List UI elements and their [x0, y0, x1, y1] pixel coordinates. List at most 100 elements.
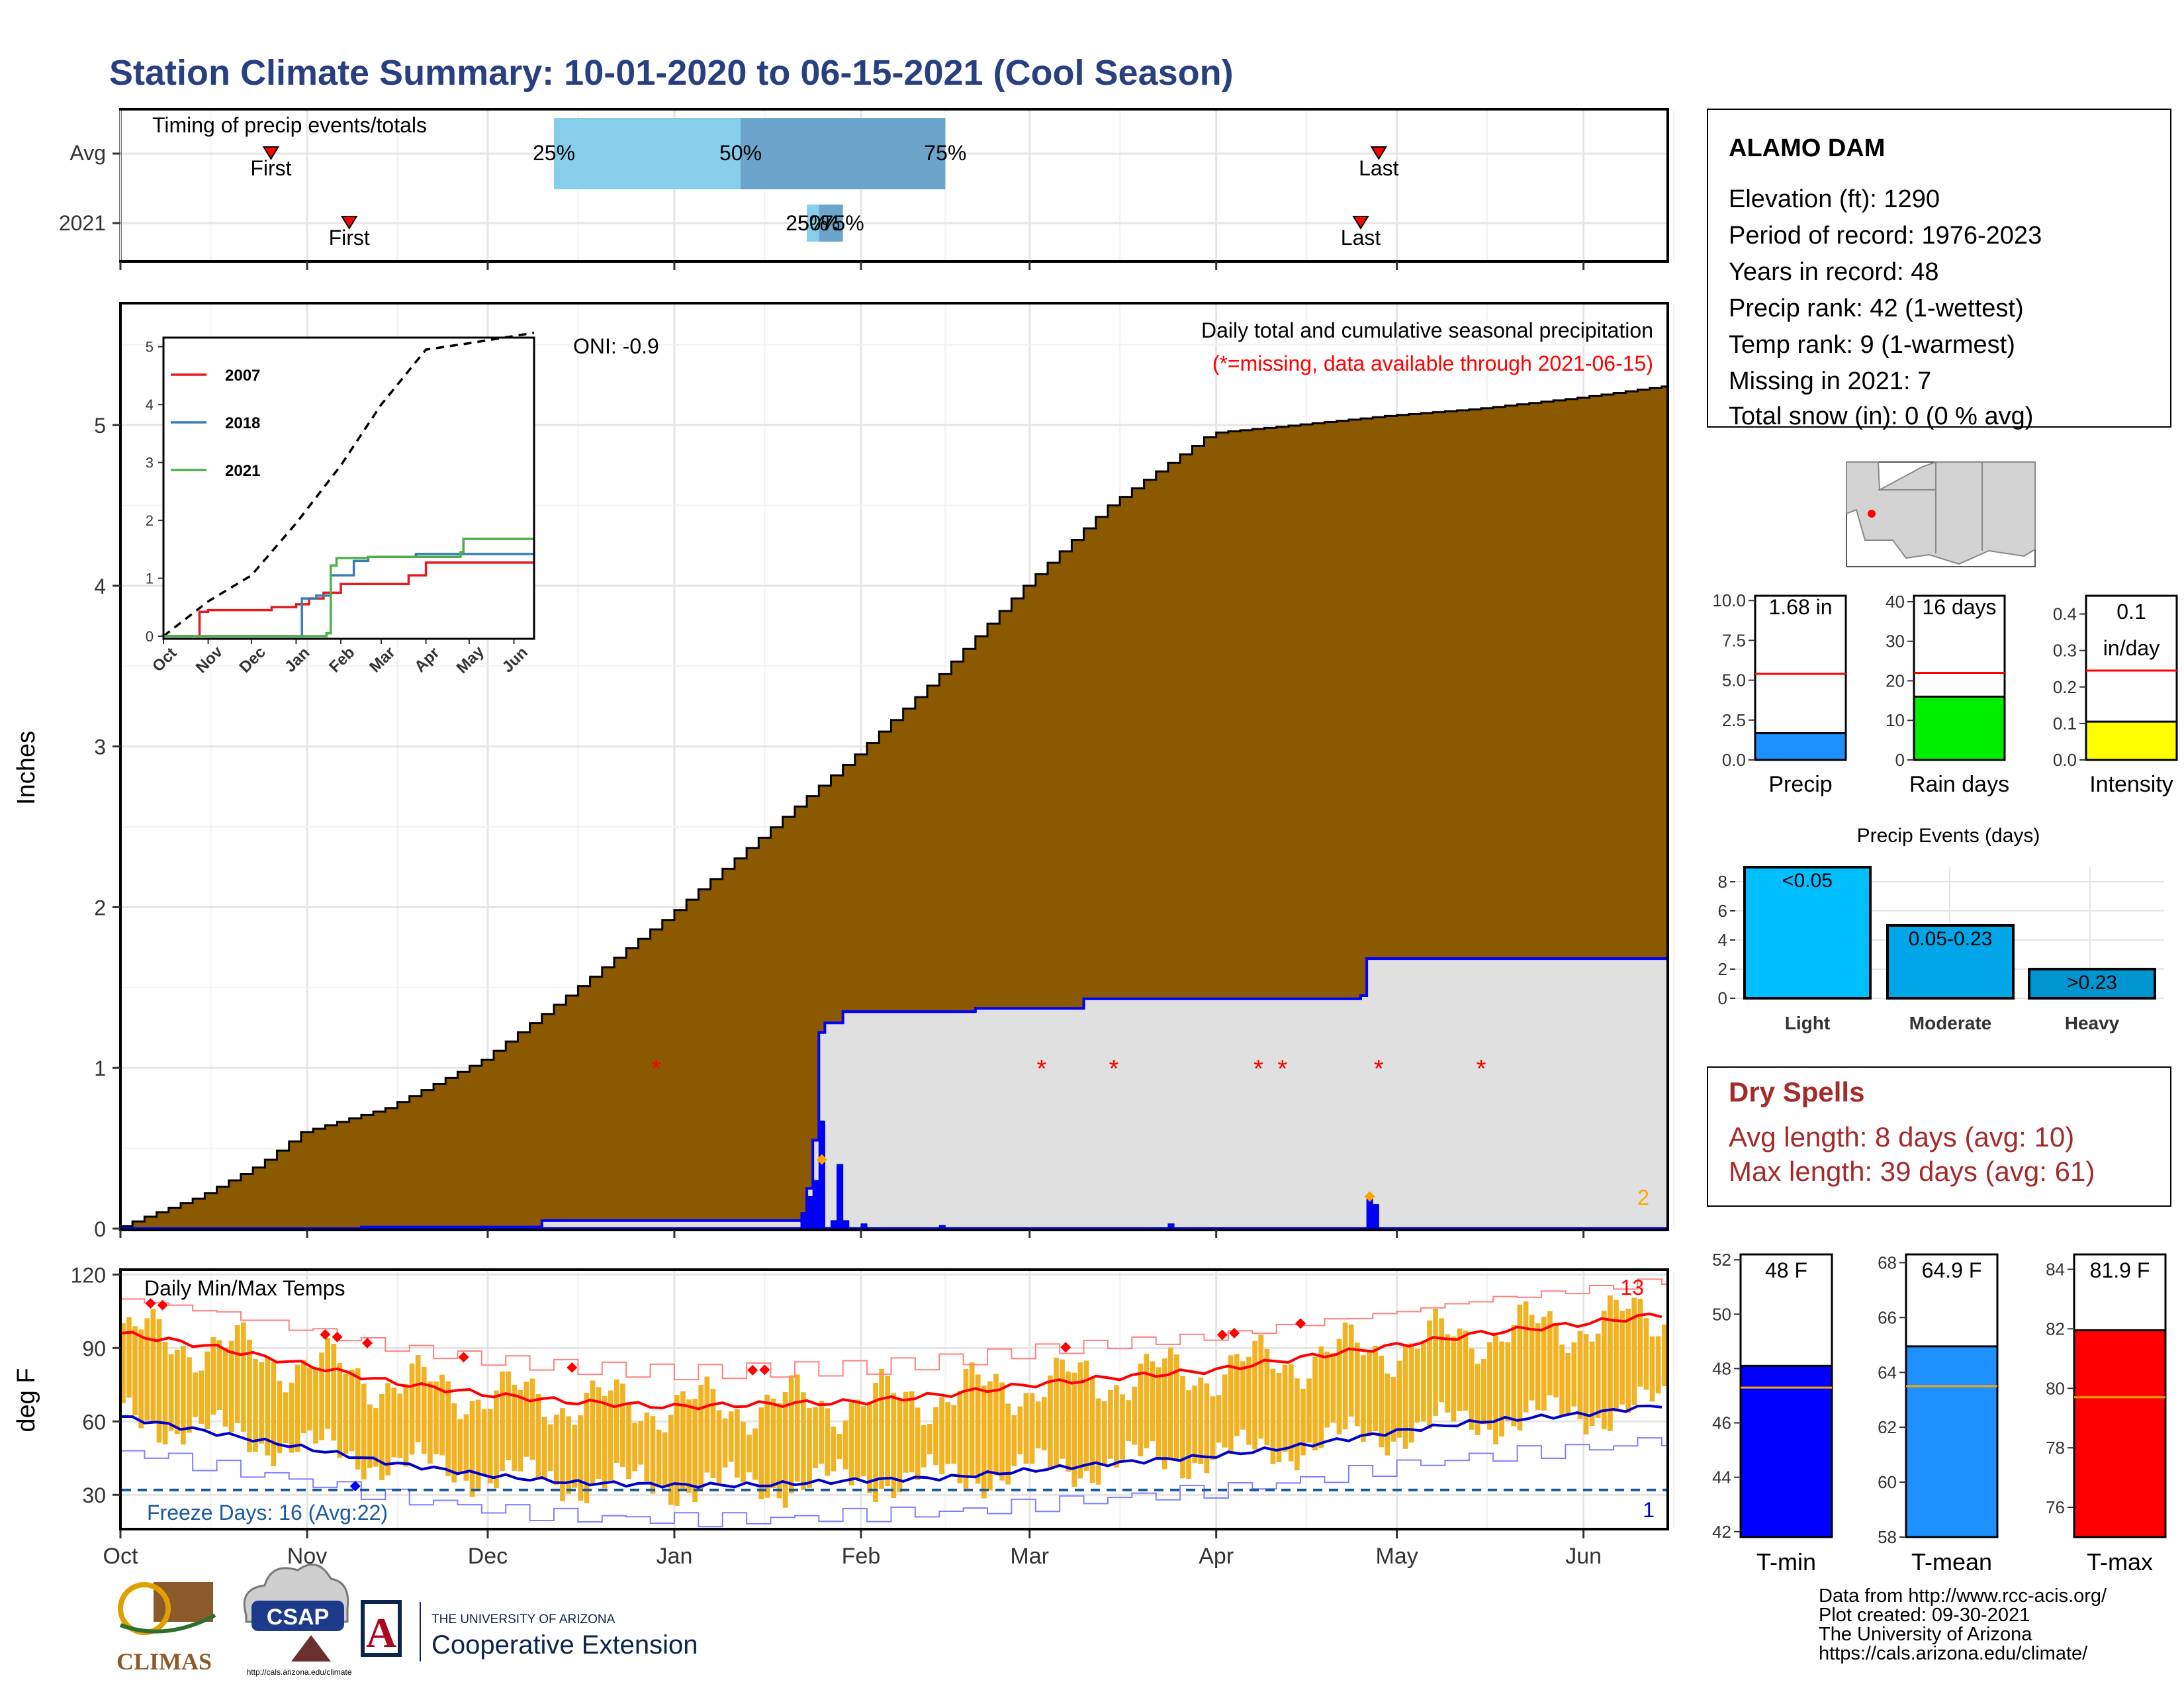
temp-x-tick-label: Oct — [103, 1544, 138, 1569]
daily-temp-bar — [1614, 1299, 1619, 1412]
map-land — [1846, 461, 2036, 565]
record-high-marker — [1216, 1329, 1228, 1340]
temperature-gauges: 42 44 46 48 50 52 48 F T-min 58 60 62 64 66 68 64.9 F T… — [1712, 1250, 2167, 1575]
daily-temp-bar — [927, 1423, 933, 1454]
events-bar-range-label: >0.23 — [2067, 972, 2117, 994]
logos: CLIMAS CSAP http://cals.arizona.edu/clim… — [116, 1564, 698, 1677]
daily-temp-bar — [523, 1382, 529, 1457]
daily-precip-bar — [1372, 1204, 1379, 1229]
dry-avg-length: Avg length: 8 days (avg: 10) — [1729, 1121, 2074, 1152]
missing-day-marker: * — [1253, 1055, 1263, 1083]
csap-logo-url: http://cals.arizona.edu/climate — [247, 1667, 352, 1677]
daily-temp-bar — [535, 1394, 541, 1478]
record-low-count: 1 — [1643, 1498, 1655, 1522]
ua-line-extension: Cooperative Extension — [432, 1630, 698, 1660]
temp-x-tick-label: Mar — [1010, 1544, 1049, 1569]
daily-temp-bar — [295, 1364, 300, 1452]
university-of-arizona-logo: A THE UNIVERSITY OF ARIZONA Cooperative … — [361, 1600, 698, 1662]
daily-temp-bar — [1150, 1361, 1156, 1442]
dry-title: Dry Spells — [1729, 1076, 1864, 1107]
daily-temp-bar — [590, 1380, 596, 1485]
daily-temp-bar — [325, 1338, 331, 1429]
dry-frame — [1707, 1066, 2171, 1207]
precip-y-tick-label: 2 — [94, 896, 106, 919]
daily-temp-bar — [1270, 1368, 1276, 1464]
inset-y-tick-label: 3 — [146, 455, 154, 471]
daily-temp-bar — [1499, 1341, 1505, 1437]
station-line-years: Years in record: 48 — [1729, 258, 1939, 286]
gauge-value-label: 0.1 — [2116, 600, 2146, 624]
footer-credits: Data from http://www.rcc-acis.org/ Plot … — [1819, 1585, 2107, 1664]
daily-temp-bar — [1493, 1335, 1498, 1444]
gauge-value-label: 16 days — [1922, 595, 1996, 619]
temp-gauge-value-label: 64.9 F — [1922, 1258, 1982, 1282]
inset-legend: 2007 2018 2021 — [171, 367, 260, 480]
daily-temp-bar — [1480, 1358, 1486, 1425]
daily-temp-bar — [277, 1380, 283, 1454]
events-bar-range-label: 0.05-0.23 — [1909, 928, 1993, 950]
daily-temp-bar — [885, 1376, 891, 1486]
temp-gauge-tick-label: 64 — [1878, 1362, 1897, 1382]
events-title: Precip Events (days) — [1857, 825, 2040, 847]
precip-content: * * * * * * * — [119, 385, 1669, 1230]
daily-temp-bar — [1505, 1342, 1511, 1421]
timing-last-marker — [1370, 146, 1388, 160]
daily-temp-bar — [1126, 1400, 1131, 1442]
daily-temp-bar — [313, 1368, 318, 1444]
daily-temp-bar — [1529, 1315, 1535, 1401]
daily-temp-bar — [1451, 1336, 1457, 1422]
timing-box-upper — [741, 118, 946, 189]
daily-precip-bar — [1167, 1223, 1175, 1229]
daily-precip-bar — [800, 1212, 807, 1229]
daily-temp-bar — [770, 1398, 776, 1488]
gauge-value-label: 1.68 in — [1768, 595, 1832, 619]
daily-temp-bar — [187, 1357, 192, 1433]
daily-temp-bar — [1583, 1334, 1589, 1434]
temp-gauge-value-label: 81.9 F — [2090, 1258, 2150, 1282]
timing-first-marker — [340, 216, 358, 230]
precip-y-tick-label: 0 — [94, 1217, 106, 1241]
daily-temp-bar — [547, 1424, 553, 1472]
daily-temp-bar — [788, 1375, 794, 1493]
record-high-marker — [361, 1337, 373, 1348]
events-category-label: Heavy — [2065, 1013, 2120, 1033]
daily-temp-bar — [120, 1323, 126, 1403]
daily-temp-bar — [837, 1434, 842, 1460]
daily-temp-bar — [1619, 1311, 1625, 1405]
daily-temp-bar — [722, 1418, 728, 1468]
daily-temp-bar — [963, 1369, 969, 1489]
daily-temp-bar — [1252, 1340, 1258, 1450]
daily-temp-bar — [205, 1351, 210, 1430]
inset-y-tick-label: 0 — [146, 628, 154, 645]
precip-gauges: 0.0 2.5 5.0 7.5 10.0 1.68 in Precip 0 10 20 30 40 16… — [1712, 590, 2178, 797]
daily-temp-bar — [240, 1322, 246, 1432]
events-content: 0 2 4 6 8 <0.05 Light 0.05-0.23 Moderate >0.23 Hea… — [1718, 866, 2164, 1033]
temp-y-tick-label: 120 — [71, 1263, 106, 1287]
inset-legend-label: 2021 — [225, 462, 260, 480]
temp-gauge-tick-label: 50 — [1712, 1304, 1731, 1324]
daily-temp-bar — [1523, 1301, 1529, 1413]
daily-temp-bar — [1361, 1355, 1366, 1442]
daily-temp-bar — [331, 1343, 337, 1441]
daily-temp-bar — [150, 1309, 156, 1424]
daily-temp-bar — [210, 1336, 216, 1415]
record-high-envelope — [120, 1278, 1668, 1381]
daily-temp-bar — [1427, 1320, 1432, 1429]
temp-gauge-tick-label: 76 — [2046, 1497, 2065, 1517]
daily-temp-bar — [1318, 1346, 1324, 1448]
temp-gauge-bar-T-max — [2073, 1329, 2167, 1538]
gauge-bar-Intensity — [2085, 720, 2178, 761]
timing-row-label-2021: 2021 — [59, 211, 106, 235]
gauge-tick-label: 0.2 — [2053, 677, 2077, 697]
daily-temp-bar — [1601, 1311, 1607, 1430]
daily-temp-bar — [1180, 1376, 1185, 1479]
daily-temp-bar — [1649, 1336, 1655, 1402]
daily-temp-bar — [1011, 1415, 1017, 1466]
daily-temp-bar — [867, 1401, 872, 1493]
events-tick-label: 6 — [1718, 901, 1727, 921]
daily-temp-bar — [1066, 1371, 1071, 1472]
daily-temp-bar — [1445, 1334, 1451, 1413]
timing-first-marker — [262, 146, 280, 160]
daily-temp-bar — [560, 1408, 565, 1501]
daily-temp-bar — [180, 1346, 186, 1445]
